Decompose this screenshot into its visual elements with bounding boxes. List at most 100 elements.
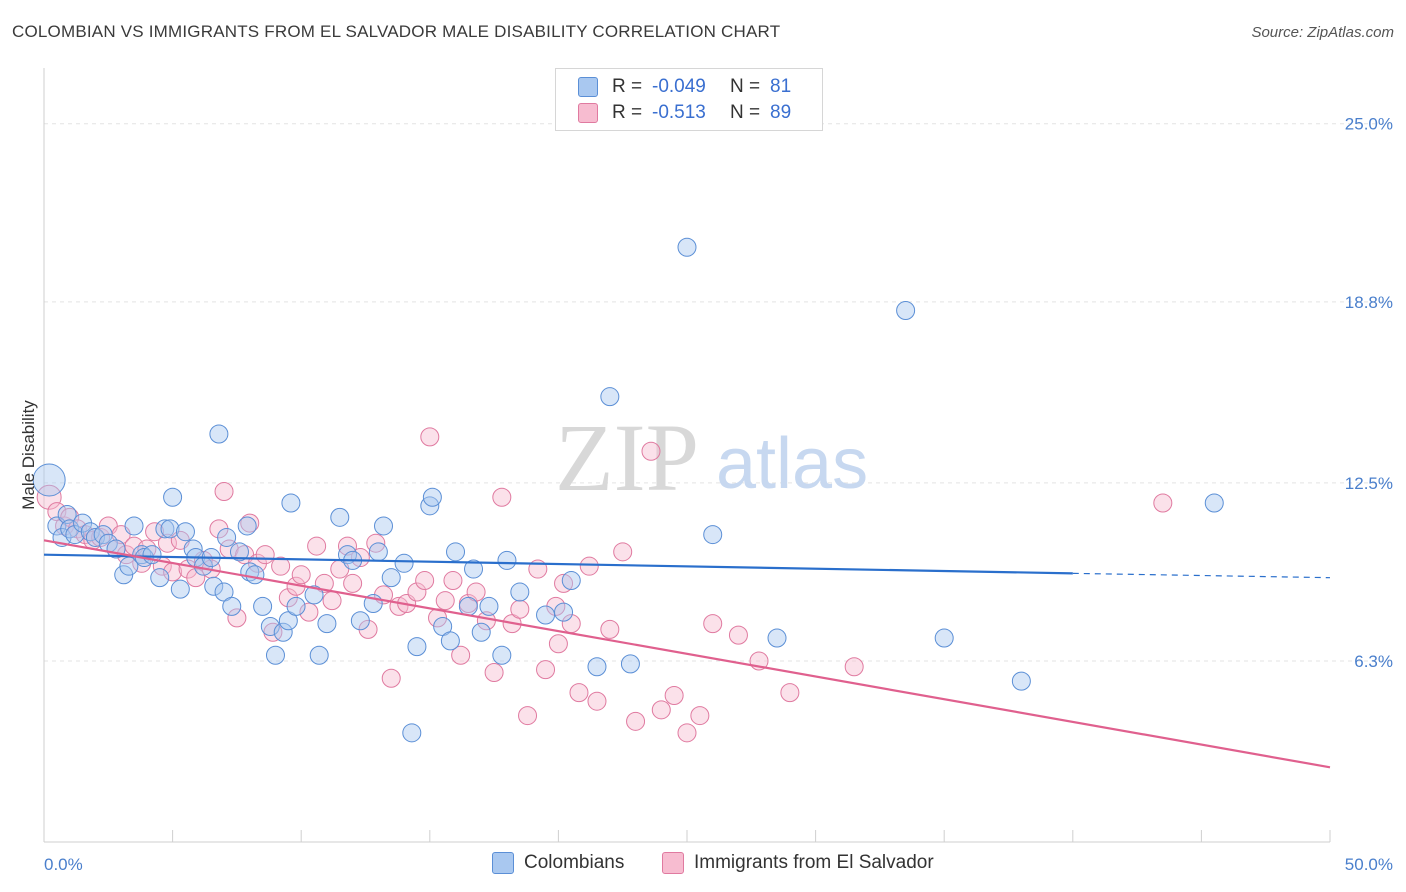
el-salvador-point — [91, 527, 111, 547]
source-label: Source: ZipAtlas.com — [1251, 24, 1394, 41]
el-salvador-point — [600, 619, 620, 639]
colombians-point — [492, 645, 512, 665]
el-salvador-point — [381, 668, 401, 688]
el-salvador-point — [271, 556, 291, 576]
colombians-trend-line — [43, 553, 1073, 575]
colombians-point — [479, 596, 499, 616]
colombians-point — [402, 723, 422, 743]
el-salvador-trend-line — [43, 539, 1331, 769]
y-tick-labels: 6.3% 12.5% 18.8% 25.0% — [1345, 115, 1393, 671]
el-salvador-point — [664, 685, 684, 705]
el-salvador-point — [451, 645, 471, 665]
colombians-point — [155, 519, 175, 539]
colombians-point — [217, 527, 237, 547]
bottom-legend-el-salvador: Immigrants from El Salvador — [662, 852, 934, 874]
bottom-legend-label-colombians: Colombians — [524, 852, 625, 873]
legend-r-value: -0.049 — [652, 76, 706, 97]
colombians-point — [317, 614, 337, 634]
series-colombians-points — [32, 237, 1224, 743]
colombians-point — [1011, 671, 1031, 691]
colombians-point — [330, 507, 350, 527]
legend-row-el-salvador: R = -0.513 N = 89 — [578, 101, 791, 125]
colombians-point — [260, 617, 280, 637]
colombians-point — [600, 387, 620, 407]
x-tick-label-min: 0.0% — [44, 855, 83, 874]
colombians-point — [896, 300, 916, 320]
colombians-point — [65, 525, 85, 545]
colombians-point — [464, 559, 484, 579]
colombians-point — [265, 645, 285, 665]
colombians-point — [554, 602, 574, 622]
colombians-point — [497, 550, 517, 570]
el-salvador-point — [587, 691, 607, 711]
colombians-point — [446, 542, 466, 562]
colombians-point — [85, 527, 105, 547]
colombians-point — [407, 637, 427, 657]
el-salvador-point — [536, 660, 556, 680]
bottom-legend-swatch-el-salvador — [662, 852, 684, 874]
legend-n-value: 89 — [770, 102, 792, 123]
colombians-point — [368, 542, 388, 562]
el-salvador-point — [780, 683, 800, 703]
el-salvador-point — [435, 591, 455, 611]
el-salvador-point — [626, 711, 646, 731]
el-salvador-point — [343, 573, 363, 593]
colombians-point — [32, 463, 66, 497]
y-tick-label: 25.0% — [1345, 115, 1393, 134]
legend-row-colombians: R = -0.049 N = 81 — [578, 75, 791, 99]
colombians-point — [281, 493, 301, 513]
legend-n-label: N = — [730, 102, 761, 123]
el-salvador-point — [420, 427, 440, 447]
colombians-point — [440, 631, 460, 651]
colombians-point — [422, 487, 442, 507]
el-salvador-point — [240, 513, 260, 533]
colombians-point — [170, 579, 190, 599]
el-salvador-point — [613, 542, 633, 562]
colombians-point — [286, 596, 306, 616]
el-salvador-point — [1153, 493, 1173, 513]
colombians-point — [60, 519, 80, 539]
colombians-point — [209, 424, 229, 444]
colombians-point — [350, 611, 370, 631]
colombians-point — [458, 596, 478, 616]
el-salvador-point — [214, 481, 234, 501]
el-salvador-point — [703, 614, 723, 634]
legend-swatch-colombians — [578, 77, 598, 97]
legend-r-label: R = — [612, 102, 643, 123]
colombians-point — [57, 504, 77, 524]
colombians-point — [471, 622, 491, 642]
colombians-point — [222, 596, 242, 616]
el-salvador-point — [569, 683, 589, 703]
colombians-point — [253, 596, 273, 616]
colombians-point — [175, 522, 195, 542]
colombians-point — [561, 571, 581, 591]
colombians-point — [124, 516, 144, 536]
el-salvador-point — [579, 556, 599, 576]
el-salvador-point — [415, 571, 435, 591]
el-salvador-point — [651, 700, 671, 720]
colombians-point — [245, 565, 265, 585]
colombians-point — [229, 542, 249, 562]
colombians-point — [374, 516, 394, 536]
y-axis-label: Male Disability — [19, 400, 38, 510]
el-salvador-point — [227, 608, 247, 628]
el-salvador-point — [407, 582, 427, 602]
el-salvador-point — [307, 536, 327, 556]
watermark-zip: ZIP — [555, 404, 699, 511]
el-salvador-point — [518, 706, 538, 726]
legend-swatch-el-salvador — [578, 103, 598, 123]
colombians-point — [237, 516, 257, 536]
colombians-point — [587, 657, 607, 677]
el-salvador-point — [641, 441, 661, 461]
el-salvador-point — [690, 706, 710, 726]
el-salvador-point — [844, 657, 864, 677]
y-tick-label: 6.3% — [1354, 652, 1393, 671]
el-salvador-point — [492, 487, 512, 507]
el-salvador-point — [728, 625, 748, 645]
colombians-point — [394, 553, 414, 573]
colombians-point — [273, 622, 293, 642]
colombians-point — [620, 654, 640, 674]
el-salvador-point — [443, 571, 463, 591]
colombians-point — [204, 576, 224, 596]
legend-r-label: R = — [612, 76, 643, 97]
